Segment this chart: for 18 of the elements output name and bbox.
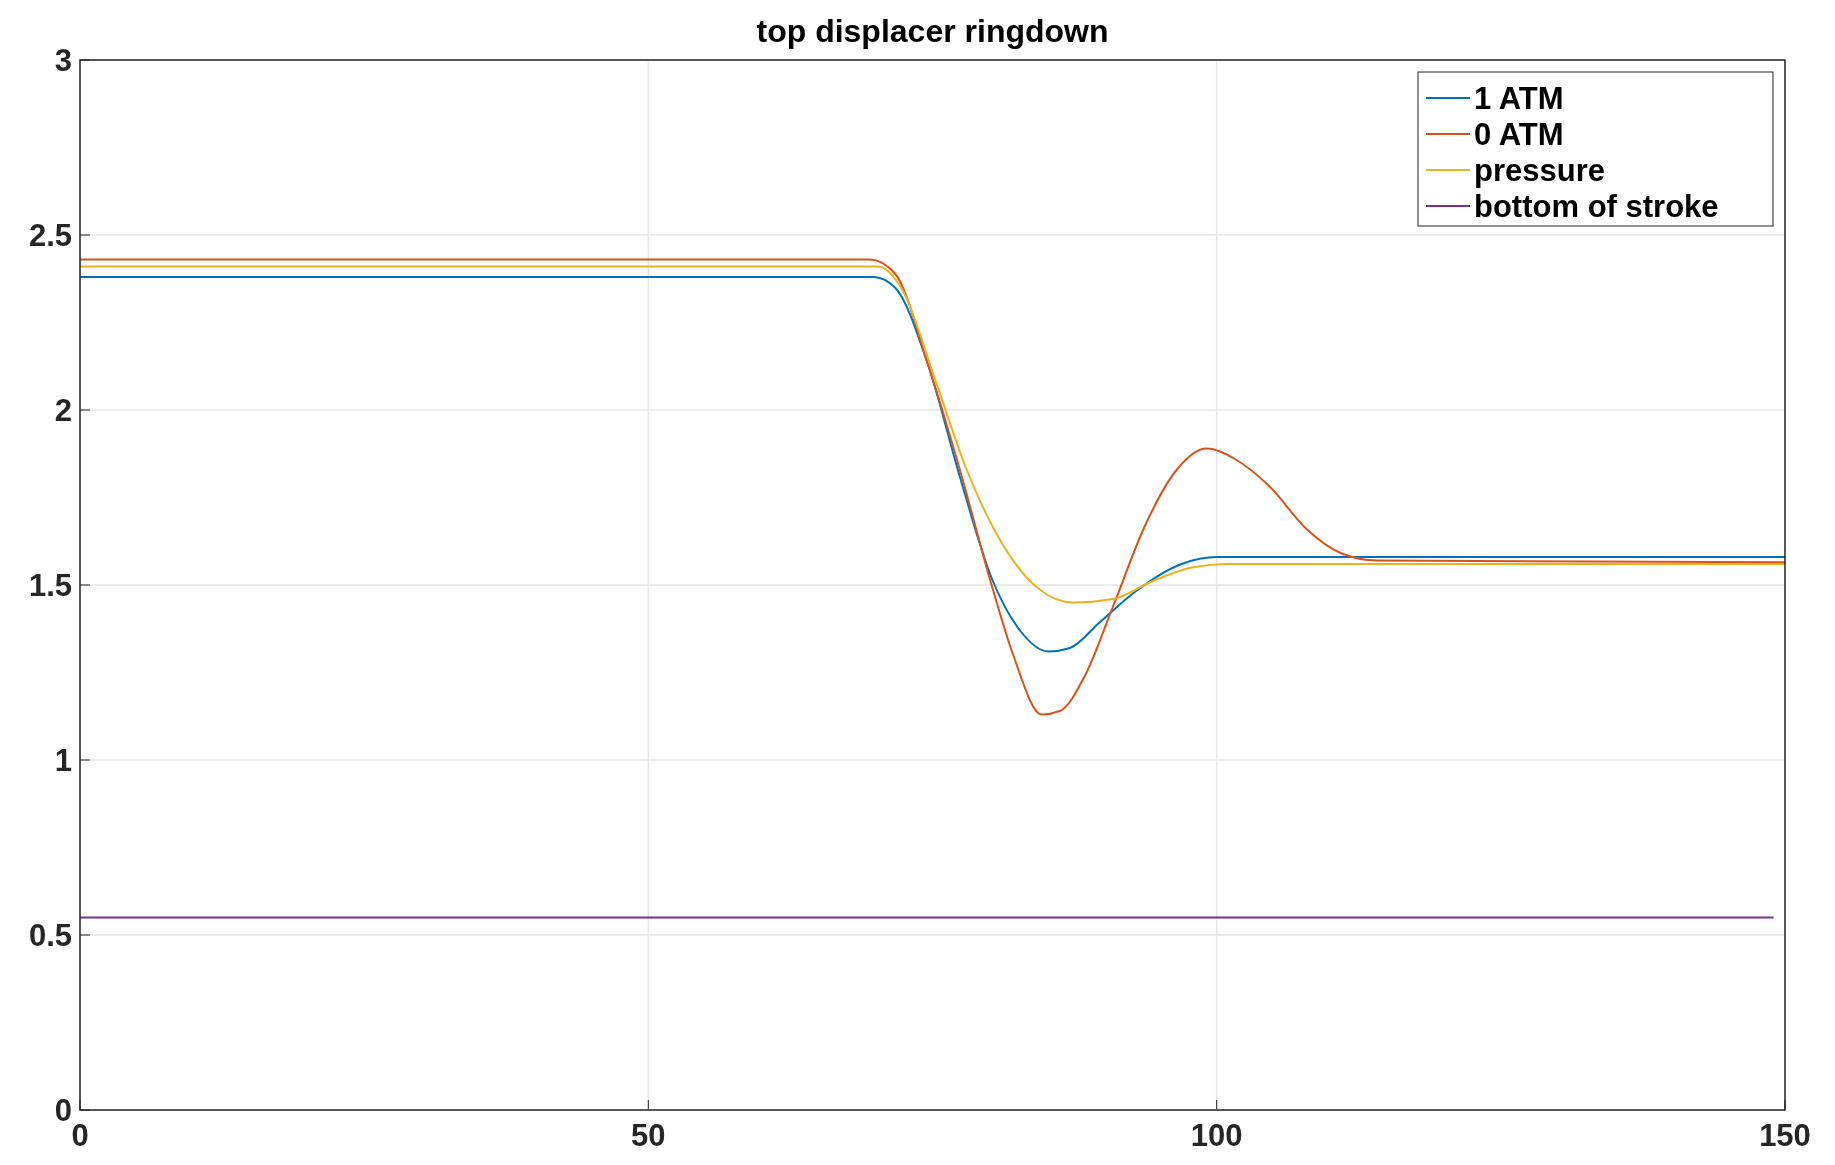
- legend-label: pressure: [1474, 153, 1605, 188]
- y-tick-label: 0: [54, 1093, 72, 1128]
- y-tick-label: 2.5: [28, 218, 72, 253]
- line-series: [79, 276, 1786, 653]
- chart-title: top displacer ringdown: [756, 13, 1109, 49]
- y-tick-label: 1: [54, 743, 72, 778]
- x-tick-label: 150: [1759, 1118, 1811, 1153]
- line-series: [79, 258, 1786, 716]
- x-tick-label: 100: [1190, 1118, 1243, 1153]
- legend-label: 0 ATM: [1474, 117, 1564, 152]
- legend-label: 1 ATM: [1474, 81, 1564, 116]
- x-tick-label: 50: [631, 1118, 666, 1153]
- y-tick-label: 2: [54, 393, 72, 428]
- y-tick-label: 3: [54, 43, 72, 78]
- legend-label: bottom of stroke: [1474, 189, 1719, 224]
- y-tick-label: 0.5: [28, 918, 72, 953]
- y-tick-label: 1.5: [28, 568, 72, 603]
- line-series: [79, 265, 1786, 604]
